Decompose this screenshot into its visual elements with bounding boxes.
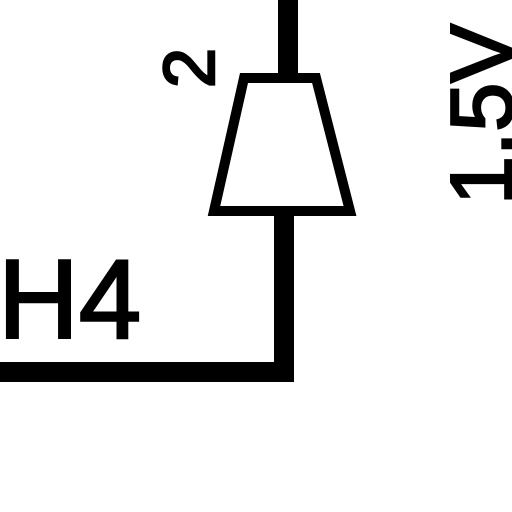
rotated-top-label: 2	[150, 48, 230, 88]
node-label-h4: H4	[0, 237, 141, 362]
rotated-right-label: 1.5V	[432, 24, 512, 205]
trapezoid-component	[207, 73, 357, 216]
